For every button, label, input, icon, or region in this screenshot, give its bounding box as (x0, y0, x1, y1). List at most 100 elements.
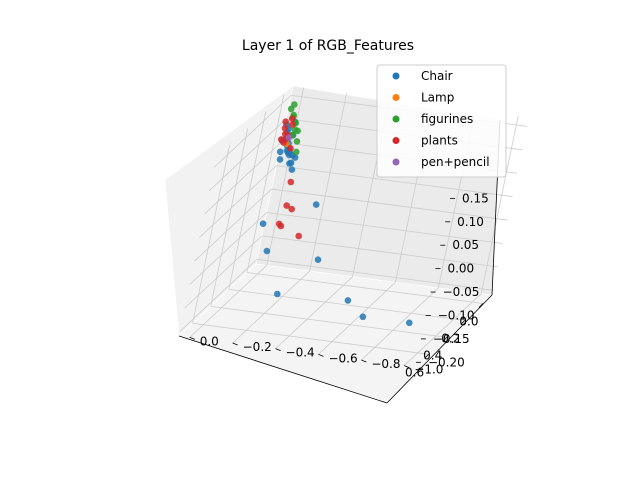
legend-label-lamp: Lamp (421, 91, 454, 105)
point-chair (274, 290, 281, 298)
legend-label-chair: Chair (421, 69, 453, 83)
z-tick-label: 0.15 (462, 191, 489, 205)
x-tick-mark (442, 337, 447, 342)
point-chair (406, 319, 413, 327)
y-axis-ticks: 0.0 −0.2 −0.4 −0.6 −0.8 −1.0 (189, 334, 443, 377)
y-gridline-wall (266, 87, 305, 266)
point-figurines (293, 148, 300, 156)
y-tick-label: 0.0 (200, 334, 219, 348)
x-gridline-floor (192, 322, 429, 355)
x-gridline-wall (210, 128, 249, 307)
z-gridline-left (194, 188, 272, 262)
x-tick-mark (478, 303, 484, 308)
point-plants (280, 139, 287, 146)
y-tick-mark (232, 342, 238, 346)
y-tick-mark (404, 365, 410, 368)
point-plants (288, 205, 296, 213)
chart-title: Layer 1 of RGB_Features (242, 38, 414, 54)
z-gridline-left (204, 141, 282, 215)
x-tick-mark (424, 354, 429, 359)
legend-box (376, 64, 507, 178)
point-plants (277, 222, 285, 230)
y-gridline-floor (403, 293, 482, 366)
x-tick-label: 0.0 (459, 314, 478, 328)
y-gridline-wall (480, 115, 519, 294)
x-tick-label: 0.2 (441, 331, 460, 345)
point-plants (283, 202, 291, 209)
point-chair (344, 297, 352, 304)
x-gridline-floor (210, 305, 447, 338)
x-axis-ticks: 0.0 0.2 0.4 0.6 (405, 303, 484, 379)
y-tick-mark (189, 337, 195, 340)
point-chair (314, 256, 322, 264)
z-gridline-back (261, 235, 498, 268)
legend-marker-chair (392, 72, 400, 80)
x-gridline-wall (228, 111, 267, 290)
y-gridline-wall (309, 92, 348, 272)
legend-marker-lamp (392, 94, 400, 101)
z-tick-label: −0.20 (428, 355, 465, 369)
z-tick-label: 0.00 (447, 262, 474, 276)
x-tick-label: 0.4 (423, 348, 442, 362)
point-plants (287, 145, 294, 152)
y-tick-label: −0.8 (371, 357, 400, 371)
z-tick-label: −0.15 (433, 332, 470, 346)
legend-label-plants: plants (421, 134, 458, 148)
z-gridline-back (271, 188, 508, 221)
z-axis-ticks: 0.15 0.10 0.05 0.00 −0.05 −0.10 −0.15 −0.20 (415, 191, 489, 369)
x-gridline-floor (228, 289, 465, 321)
legend: Chair Lamp figurines plants pen+pencil (376, 64, 507, 178)
point-chair (288, 166, 296, 173)
z-gridline-left (179, 259, 258, 332)
y-tick-label: −0.6 (328, 351, 357, 365)
z-gridline-back (256, 258, 494, 291)
x-axis-line (178, 335, 388, 404)
legend-marker-pen-pencil (392, 158, 400, 166)
y-gridline-floor (275, 276, 353, 349)
z-gridline-back (266, 212, 503, 244)
x-tick-mark (460, 320, 466, 325)
point-chair (263, 247, 271, 255)
z-gridline-left (199, 165, 277, 238)
point-chair (286, 160, 293, 167)
point-plants (288, 115, 296, 122)
z-gridline-left (189, 212, 267, 285)
point-plants (287, 178, 295, 186)
y-gridline-floor (361, 287, 439, 361)
legend-marker-plants (392, 137, 400, 144)
legend-label-pen-pencil: pen+pencil (421, 155, 490, 169)
y-tick-mark (318, 353, 324, 357)
point-chair (291, 154, 299, 161)
y-gridline-floor (232, 270, 310, 344)
point-figurines (291, 101, 298, 108)
y-tick-label: −1.0 (414, 363, 443, 377)
data-points (259, 101, 413, 327)
point-chair (276, 148, 284, 156)
y-axis-line (386, 294, 493, 404)
point-figurines (293, 138, 301, 145)
x-gridline-wall (192, 145, 230, 324)
point-plants (282, 118, 290, 125)
x-gridline-floor (246, 272, 483, 304)
point-plants (289, 121, 296, 128)
y-tick-mark (275, 348, 281, 352)
x-tick-label: 0.6 (405, 365, 424, 379)
z-tick-label: −0.10 (438, 308, 475, 322)
z-gridline-left (208, 118, 287, 192)
point-pen-pencil (285, 134, 293, 141)
legend-label-figurines: figurines (421, 112, 473, 126)
y-tick-label: −0.4 (286, 346, 315, 360)
point-plants (295, 232, 303, 240)
y-tick-label: −0.2 (243, 340, 272, 354)
y-tick-mark (361, 359, 367, 363)
y-gridline-floor (318, 282, 396, 355)
point-plants (281, 125, 289, 132)
z-gridline-left (184, 235, 263, 309)
point-figurines (291, 126, 299, 133)
z-tick-label: 0.05 (452, 238, 479, 252)
point-chair (259, 220, 267, 227)
z-tick-label: 0.10 (457, 215, 484, 229)
point-chair (312, 201, 320, 208)
point-chair (276, 156, 284, 163)
